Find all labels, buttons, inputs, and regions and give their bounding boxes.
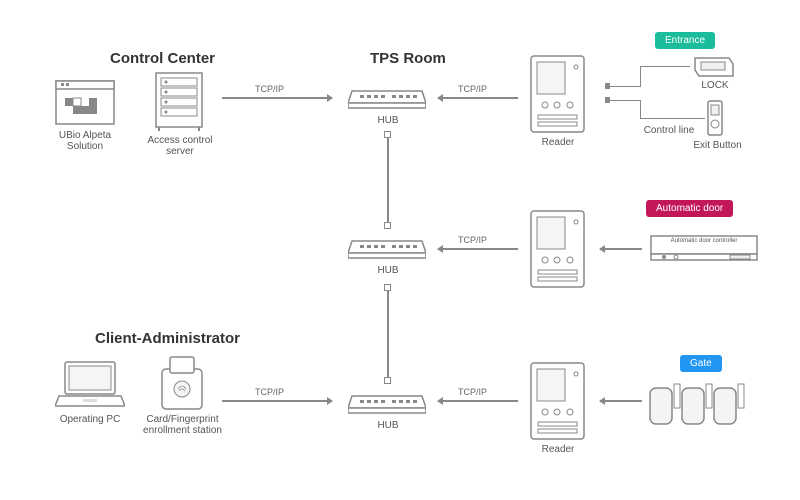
section-tps-room: TPS Room: [370, 50, 446, 67]
lock-icon: [693, 56, 735, 78]
gate-icon: [648, 380, 758, 430]
edge-reader2-to-hub2: [438, 248, 518, 250]
hub2-icon: [348, 235, 426, 259]
laptop-icon: [55, 360, 125, 410]
edge-ca-to-hub3: [222, 400, 332, 402]
wire-lock-in: [605, 86, 641, 87]
hub1-icon: [348, 85, 426, 109]
wire-exit-v: [640, 100, 641, 118]
edge5-label: TCP/IP: [458, 387, 487, 397]
edge1-label: TCP/IP: [255, 84, 284, 94]
vconn-hub2-hub3: [387, 288, 389, 380]
edge-gate-to-reader3: [600, 400, 642, 402]
badge-entrance: Entrance: [655, 32, 715, 49]
section-client-admin: Client-Administrator: [95, 330, 240, 347]
wire-exit-h: [640, 118, 705, 119]
enroll-station-icon: [160, 355, 204, 411]
edge4-label: TCP/IP: [255, 387, 284, 397]
controlline-label: Control line: [638, 125, 700, 136]
hub3-label: HUB: [370, 420, 406, 431]
hub3-icon: [348, 390, 426, 414]
wire-lock-in-arr: [605, 83, 610, 89]
autodoor-label: Automatic door controller: [655, 238, 753, 244]
reader3-icon: [530, 362, 585, 440]
hub2-label: HUB: [370, 265, 406, 276]
reader2-icon: [530, 210, 585, 288]
edge-cc-to-hub1: [222, 97, 332, 99]
edge-autoctl-to-reader2: [600, 248, 642, 250]
edge3-label: TCP/IP: [458, 235, 487, 245]
exitbutton-label: Exit Button: [690, 140, 745, 151]
acs-label: Access control server: [140, 135, 220, 157]
ubio-label: UBio Alpeta Solution: [45, 130, 125, 152]
edge-reader1-to-hub1: [438, 97, 518, 99]
reader1-label: Reader: [540, 137, 576, 148]
pc-label: Operating PC: [55, 414, 125, 425]
wire-lock-v: [640, 66, 641, 86]
reader3-label: Reader: [540, 444, 576, 455]
lock-label: LOCK: [698, 80, 732, 91]
badge-gate: Gate: [680, 355, 722, 372]
vconn-hub1-hub2: [387, 135, 389, 225]
badge-autodoor: Automatic door: [646, 200, 733, 217]
exitbutton-icon: [707, 100, 723, 136]
hub1-label: HUB: [370, 115, 406, 126]
edge-reader3-to-hub3: [438, 400, 518, 402]
wire-lock-h: [640, 66, 690, 67]
ubio-window-icon: [55, 80, 115, 125]
enroll-label: Card/Fingerprint enrollment station: [135, 414, 230, 436]
server-rack-icon: [155, 72, 203, 132]
reader1-icon: [530, 55, 585, 133]
wire-exit-in: [605, 100, 641, 101]
wire-exit-in-arr: [605, 97, 610, 103]
section-control-center: Control Center: [110, 50, 215, 67]
edge2-label: TCP/IP: [458, 84, 487, 94]
